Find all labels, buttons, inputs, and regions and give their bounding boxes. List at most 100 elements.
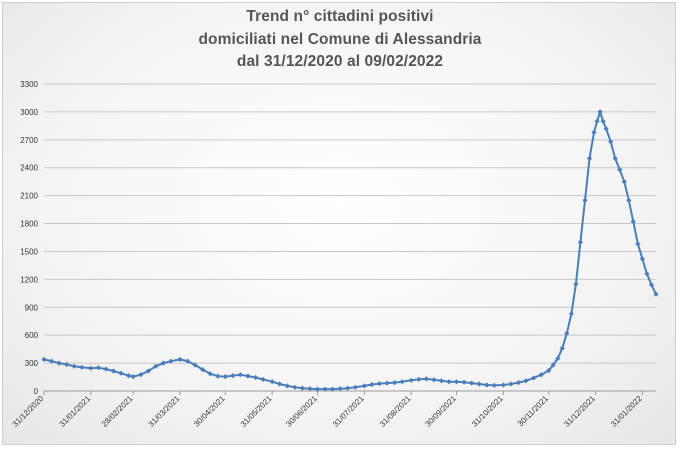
data-point-marker bbox=[416, 376, 422, 382]
x-tick-label: 31/05/2021 bbox=[239, 394, 274, 429]
data-point-marker bbox=[237, 372, 243, 378]
x-tick-label: 31/12/2021 bbox=[562, 394, 597, 429]
x-tick-label: 30/09/2021 bbox=[423, 394, 458, 429]
data-point-marker bbox=[644, 271, 650, 277]
x-tick-label: 31/01/2022 bbox=[609, 394, 644, 429]
data-point-marker bbox=[192, 362, 198, 368]
x-tick-label: 31/01/2021 bbox=[58, 394, 93, 429]
data-point-marker bbox=[523, 378, 529, 384]
x-tick-labels: 31/12/2020 31/01/2021 28/02/2021 31/03/2021… bbox=[11, 394, 644, 429]
x-tick-label: 31/10/2021 bbox=[470, 394, 505, 429]
data-point-marker bbox=[138, 372, 144, 378]
data-point-marker bbox=[215, 373, 221, 379]
data-point-marker bbox=[550, 362, 556, 368]
data-point-marker bbox=[337, 386, 343, 392]
x-tick-label: 31/03/2021 bbox=[147, 394, 182, 429]
data-point-marker bbox=[292, 384, 298, 390]
x-tick-label: 31/12/2020 bbox=[11, 394, 46, 429]
data-point-marker bbox=[103, 366, 109, 372]
data-point-marker bbox=[408, 377, 414, 383]
data-point-marker bbox=[469, 380, 475, 386]
data-point-marker bbox=[577, 239, 583, 245]
chart-title-line-3: dal 31/12/2020 al 09/02/2022 bbox=[236, 53, 444, 70]
data-point-marker bbox=[185, 358, 191, 364]
data-point-marker bbox=[177, 356, 183, 362]
data-point-marker bbox=[600, 118, 606, 124]
y-tick-label: 3000 bbox=[20, 108, 38, 117]
data-point-marker bbox=[71, 363, 77, 369]
data-point-marker bbox=[568, 311, 574, 317]
data-point-marker bbox=[145, 368, 151, 374]
data-point-marker bbox=[322, 386, 328, 392]
data-point-marker bbox=[594, 118, 600, 124]
data-point-marker bbox=[591, 129, 597, 135]
x-tick-label: 30/11/2021 bbox=[516, 394, 551, 429]
data-point-marker bbox=[438, 378, 444, 384]
data-point-marker bbox=[56, 360, 62, 366]
data-point-marker bbox=[49, 358, 55, 364]
data-point-marker bbox=[573, 281, 579, 287]
data-point-marker bbox=[461, 379, 467, 385]
y-tick-label: 0 bbox=[34, 387, 39, 396]
x-tick-label: 31/08/2021 bbox=[378, 394, 413, 429]
data-point-marker bbox=[617, 167, 623, 173]
data-point-marker bbox=[130, 374, 136, 380]
y-tick-label: 2400 bbox=[20, 164, 38, 173]
data-point-marker bbox=[431, 377, 437, 383]
data-point-marker bbox=[245, 373, 251, 379]
data-point-marker bbox=[330, 386, 336, 392]
data-point-marker bbox=[222, 374, 228, 380]
data-point-marker bbox=[626, 197, 632, 203]
series-line bbox=[41, 109, 659, 392]
data-point-marker bbox=[260, 376, 266, 382]
data-point-marker bbox=[307, 386, 313, 392]
data-point-marker bbox=[630, 219, 636, 225]
data-point-marker bbox=[277, 381, 283, 387]
data-point-marker bbox=[253, 374, 259, 381]
data-point-marker bbox=[153, 363, 159, 369]
y-tick-label: 1800 bbox=[20, 220, 38, 229]
data-point-marker bbox=[168, 358, 174, 364]
y-tick-label: 2100 bbox=[20, 192, 38, 201]
data-point-marker bbox=[41, 356, 47, 362]
y-tick-label: 1200 bbox=[20, 275, 38, 284]
data-point-marker bbox=[564, 330, 570, 336]
data-point-marker bbox=[160, 360, 166, 366]
data-point-marker bbox=[376, 381, 383, 387]
data-point-marker bbox=[582, 197, 588, 203]
data-point-marker bbox=[491, 382, 497, 388]
data-point-marker bbox=[538, 372, 544, 378]
data-point-marker bbox=[269, 379, 275, 385]
y-tick-label: 3300 bbox=[20, 80, 38, 89]
x-tick-label: 31/07/2021 bbox=[331, 394, 366, 429]
y-tick-label: 1500 bbox=[20, 247, 38, 256]
data-point-marker bbox=[392, 380, 398, 386]
data-point-marker bbox=[648, 282, 655, 288]
data-point-marker bbox=[110, 368, 117, 374]
data-point-marker bbox=[635, 241, 641, 247]
x-tick-label: 28/02/2021 bbox=[100, 394, 135, 429]
data-point-marker bbox=[352, 384, 358, 390]
data-point-marker bbox=[118, 370, 124, 376]
data-point-marker bbox=[653, 291, 659, 297]
data-point-marker bbox=[369, 381, 375, 388]
x-tick-label: 30/04/2021 bbox=[192, 394, 227, 429]
data-point-marker bbox=[230, 373, 236, 379]
x-tick-label: 30/06/2021 bbox=[284, 394, 319, 429]
data-point-marker bbox=[200, 367, 206, 373]
data-point-marker bbox=[299, 385, 305, 391]
y-tick-label: 2700 bbox=[20, 136, 38, 145]
data-point-marker bbox=[476, 381, 482, 387]
data-point-marker bbox=[361, 383, 367, 389]
data-point-marker bbox=[639, 256, 645, 262]
data-point-marker bbox=[79, 364, 85, 370]
data-point-marker bbox=[500, 382, 506, 388]
data-point-marker bbox=[423, 376, 429, 382]
data-point-marker bbox=[603, 126, 609, 132]
data-point-marker bbox=[384, 380, 390, 386]
data-point-marker bbox=[515, 380, 522, 386]
y-tick-labels: 0 300 600 900 1200 1500 1800 2100 2400 2700 3000 33… bbox=[20, 80, 38, 396]
y-tick-label: 300 bbox=[25, 359, 39, 368]
data-point-marker bbox=[612, 155, 618, 161]
data-point-marker bbox=[284, 383, 290, 389]
